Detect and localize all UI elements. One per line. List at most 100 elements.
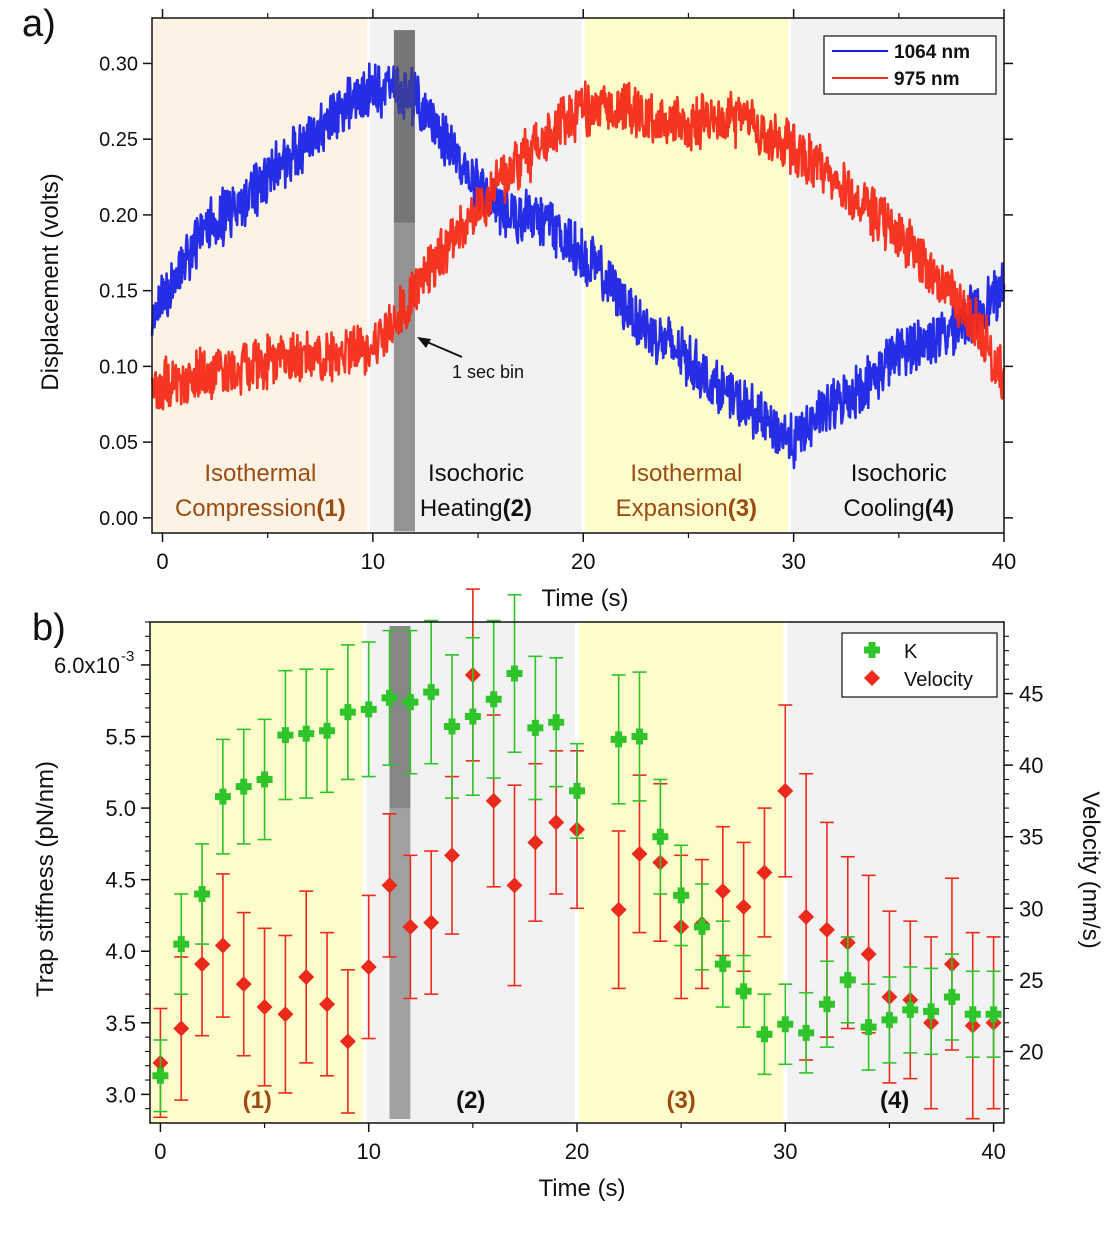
- phase-label-line2-2: Heating(2): [420, 495, 532, 522]
- x-tick-label: 10: [361, 549, 385, 574]
- data-point-velocity: [756, 864, 773, 881]
- y-tick-exponent: -3: [121, 648, 134, 665]
- y2-tick-label: 25: [1019, 968, 1043, 993]
- phase-label-number: (3): [728, 495, 757, 522]
- panel-b-y2-axis-label: Velocity (nm/s): [1077, 791, 1104, 948]
- data-point-velocity: [319, 996, 336, 1013]
- data-point-velocity: [194, 956, 211, 973]
- legend-marker-k: [864, 642, 880, 658]
- data-point-k: [173, 936, 190, 953]
- legend-marker-velocity: [864, 670, 880, 686]
- data-point-k: [402, 694, 419, 711]
- legend-label-975nm: 975 nm: [894, 69, 959, 90]
- data-point-velocity: [548, 814, 565, 831]
- x-tick-label: 30: [773, 1139, 797, 1164]
- legend-frame: [841, 632, 998, 698]
- series-line-1064-nm: [150, 62, 1006, 470]
- panel-a-axes: [151, 17, 1005, 534]
- y-tick-label: 0.05: [99, 432, 138, 454]
- phase-label-line1-2: Isochoric: [428, 460, 524, 487]
- x-tick-label: 40: [992, 549, 1016, 574]
- phase-label-line1-4: Isochoric: [851, 460, 947, 487]
- y2-tick-label: 20: [1019, 1039, 1043, 1064]
- data-point-k: [714, 956, 731, 973]
- panel-b-bin-region: [389, 626, 411, 1119]
- data-point-k: [777, 1016, 794, 1033]
- data-point-k: [194, 885, 211, 902]
- phase-label-number: (1): [316, 495, 345, 522]
- data-point-velocity: [298, 968, 315, 985]
- phase-label-2: (2): [456, 1087, 485, 1114]
- y-tick-label: 3.0: [105, 1082, 136, 1107]
- data-point-k: [569, 782, 585, 799]
- panel-a-legend: 1064 nm 975 nm: [823, 35, 997, 95]
- data-point-velocity: [339, 1033, 356, 1050]
- y-tick-label: 0.15: [99, 281, 138, 303]
- data-point-k: [693, 918, 710, 935]
- data-point-k: [735, 983, 752, 1000]
- panel-a-phase-labels: Isothermal Compression(1) Isochoric Heating…: [175, 460, 954, 522]
- data-point-velocity: [381, 877, 398, 894]
- phase-band-1: [150, 622, 365, 1123]
- y-tick-label: 6.0x10: [54, 653, 120, 678]
- data-point-k: [152, 1067, 169, 1084]
- bin-shade: [393, 30, 415, 532]
- y-tick-label: 0.10: [99, 356, 138, 378]
- panel-a-x-axis-label: Time (s): [541, 585, 628, 612]
- phase-label-name: Cooling: [843, 495, 924, 522]
- panel-a-ticks: 0 10 20 30 40 0.00 0.05 0.10 0.15 0.20 0.25 0.30: [99, 9, 1016, 574]
- data-point-k: [923, 1003, 940, 1020]
- panel-b-series: [152, 588, 1002, 1120]
- y2-tick-label: 40: [1019, 753, 1043, 778]
- data-point-velocity: [735, 898, 752, 915]
- phase-label-name: Heating: [420, 495, 503, 522]
- y-tick-label: 3.5: [105, 1011, 136, 1036]
- panel-a-displacement-chart: a) Isothermal Compression(1) Isochoric Heat…: [22, 3, 1016, 612]
- data-point-k: [277, 727, 294, 744]
- panel-b-legend: K Velocity: [841, 632, 998, 698]
- y2-tick-label: 35: [1019, 825, 1043, 850]
- data-point-velocity: [360, 958, 377, 975]
- data-point-velocity: [818, 921, 835, 938]
- data-point-velocity: [506, 877, 523, 894]
- y-tick-label: 0.30: [99, 53, 138, 75]
- data-point-k: [506, 665, 523, 682]
- y-tick-label: 4.0: [105, 939, 136, 964]
- legend-label-1064nm: 1064 nm: [894, 42, 970, 63]
- data-point-k: [235, 778, 252, 795]
- data-point-k: [881, 1011, 898, 1028]
- data-point-k: [631, 728, 648, 745]
- data-point-velocity: [610, 901, 627, 918]
- series-k: [152, 594, 1002, 1113]
- data-point-velocity: [798, 908, 815, 925]
- data-point-k: [423, 684, 440, 701]
- data-point-velocity: [277, 1006, 294, 1023]
- data-point-k: [798, 1024, 815, 1041]
- y-tick-label: 0.20: [99, 205, 138, 227]
- panel-b-ticks: 0 10 20 30 40 3.0 3.5 4.0 4.5 5.0 5.5 6.0x10 -3 20 25 3…: [54, 621, 1043, 1164]
- x-tick-label: 0: [156, 549, 168, 574]
- data-point-velocity: [444, 847, 461, 864]
- series-line-975-nm: [150, 80, 1006, 411]
- phase-label-number: (2): [503, 495, 532, 522]
- y-tick-label: 5.0: [105, 796, 136, 821]
- y2-tick-label: 45: [1019, 682, 1043, 707]
- plot-frame: [151, 17, 1005, 534]
- y-tick-label: 4.5: [105, 868, 136, 893]
- data-point-k: [298, 725, 315, 742]
- data-point-k: [839, 971, 856, 988]
- data-point-velocity: [777, 782, 794, 799]
- data-point-k: [652, 828, 669, 845]
- y-tick-label: 0.25: [99, 129, 138, 151]
- data-point-k: [444, 718, 461, 735]
- bin-arrow-head: [417, 337, 431, 348]
- data-point-velocity: [402, 918, 419, 935]
- y-tick-label: 0.00: [99, 508, 138, 530]
- phase-label-name: Compression: [175, 495, 316, 522]
- data-point-k: [943, 989, 960, 1006]
- bin-overlay: [389, 626, 411, 809]
- x-tick-label: 40: [981, 1139, 1005, 1164]
- data-point-k: [339, 704, 356, 721]
- data-point-k: [902, 1001, 919, 1018]
- phase-label-1: (1): [243, 1087, 272, 1114]
